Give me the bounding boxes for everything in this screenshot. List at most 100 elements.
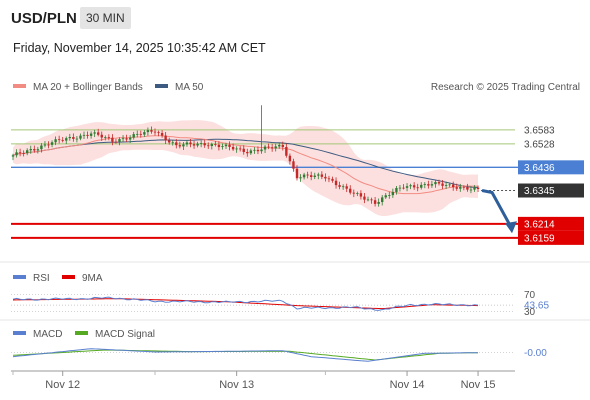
rsi-line bbox=[12, 296, 479, 311]
candle-body bbox=[228, 144, 231, 147]
candle-body bbox=[192, 144, 196, 146]
candle-body bbox=[97, 132, 100, 135]
candles bbox=[11, 105, 480, 207]
candle-body bbox=[242, 148, 245, 152]
candle-body bbox=[47, 144, 50, 146]
level-lines bbox=[11, 129, 520, 239]
candle-body bbox=[171, 142, 174, 144]
level-label: 3.6583 bbox=[524, 125, 555, 136]
candle-body bbox=[224, 144, 228, 147]
level-labels: 3.6583 3.6528 3.6436 3.6345 3.6214 3.6159 bbox=[518, 125, 584, 245]
candle-body bbox=[466, 187, 469, 190]
candle-body bbox=[423, 184, 426, 185]
candle-body bbox=[203, 143, 206, 146]
candle-body bbox=[86, 134, 89, 136]
candle-body bbox=[15, 152, 18, 156]
macd-legend-label: MACD bbox=[33, 329, 62, 340]
candle-body bbox=[93, 132, 96, 134]
candle-body bbox=[349, 188, 352, 193]
candle-body bbox=[43, 144, 47, 146]
candle-body bbox=[157, 132, 160, 134]
candle-body bbox=[370, 199, 373, 201]
candle-body bbox=[427, 184, 430, 186]
candle-body bbox=[214, 144, 217, 145]
candle-body bbox=[40, 145, 43, 150]
candle-body bbox=[388, 195, 391, 196]
macd-signal-legend-swatch bbox=[75, 331, 88, 335]
candle-body bbox=[459, 186, 462, 189]
candle-body bbox=[160, 133, 164, 136]
candle-body bbox=[352, 192, 355, 194]
candle-body bbox=[75, 138, 79, 140]
candle-body bbox=[473, 187, 476, 190]
candle-body bbox=[295, 168, 299, 179]
candle-body bbox=[146, 130, 150, 133]
level-label-box bbox=[518, 216, 584, 231]
candle-body bbox=[153, 131, 157, 133]
candle-body bbox=[288, 155, 292, 162]
candle-body bbox=[455, 187, 458, 189]
projection-arrow bbox=[481, 189, 512, 226]
candle-body bbox=[182, 144, 185, 147]
candle-body bbox=[121, 138, 125, 140]
time-tick-label: Nov 14 bbox=[390, 379, 425, 391]
chart-header: USD/PLN 30 MIN Friday, November 14, 2025… bbox=[0, 0, 590, 70]
candle-body bbox=[462, 186, 466, 188]
candle-body bbox=[253, 149, 256, 151]
time-axis: Nov 12 Nov 13 Nov 14 Nov 15 bbox=[11, 370, 515, 391]
ma50-line bbox=[12, 138, 479, 188]
macd-panel: -0.00 bbox=[11, 348, 547, 362]
candle-body bbox=[452, 184, 455, 188]
candle-body bbox=[68, 137, 71, 139]
candle-body bbox=[320, 174, 324, 177]
candle-body bbox=[111, 137, 114, 142]
time-tick-label: Nov 13 bbox=[219, 379, 254, 391]
level-label-box bbox=[518, 230, 584, 245]
candle-body bbox=[189, 142, 192, 145]
time-tick-label: Nov 15 bbox=[461, 379, 496, 391]
candle-body bbox=[267, 146, 270, 148]
rsi-legend-label: RSI bbox=[33, 273, 50, 284]
candle-body bbox=[18, 152, 22, 154]
candle-body bbox=[292, 161, 295, 169]
candle-body bbox=[72, 137, 75, 139]
candle-body bbox=[185, 142, 189, 145]
macd-level-label: -0.00 bbox=[524, 348, 547, 359]
candle-body bbox=[29, 149, 32, 151]
ma20-legend-label: MA 20 + Bollinger Bands bbox=[33, 82, 143, 93]
candle-body bbox=[356, 193, 359, 195]
candle-body bbox=[338, 185, 341, 187]
candle-body bbox=[33, 149, 36, 151]
rsi-level-label: 43.65 bbox=[524, 301, 549, 312]
candle-body bbox=[139, 133, 142, 135]
candle-body bbox=[50, 142, 54, 145]
candle-body bbox=[54, 139, 57, 143]
candle-body bbox=[150, 130, 153, 132]
candle-body bbox=[82, 134, 86, 136]
candle-body bbox=[175, 142, 178, 146]
candle-body bbox=[260, 149, 263, 152]
candle-body bbox=[168, 140, 171, 143]
candle-body bbox=[22, 153, 25, 154]
candle-body bbox=[79, 135, 82, 139]
candle-body bbox=[114, 141, 118, 143]
timeframe-badge[interactable]: 30 MIN bbox=[80, 7, 131, 29]
candle-body bbox=[61, 139, 64, 141]
candle-body bbox=[331, 178, 334, 181]
candle-body bbox=[420, 184, 423, 188]
macd-signal-legend-label: MACD Signal bbox=[95, 329, 155, 340]
candle-body bbox=[249, 150, 253, 154]
candle-body bbox=[178, 145, 182, 147]
ma20-line bbox=[12, 135, 479, 195]
candle-body bbox=[476, 187, 480, 189]
candle-body bbox=[199, 143, 203, 144]
ma20-legend-swatch bbox=[13, 84, 26, 88]
candle-body bbox=[104, 137, 107, 138]
candle-body bbox=[381, 197, 384, 203]
candle-body bbox=[405, 186, 409, 188]
candle-body bbox=[373, 200, 377, 204]
candle-body bbox=[231, 146, 235, 150]
candle-body bbox=[412, 185, 416, 188]
